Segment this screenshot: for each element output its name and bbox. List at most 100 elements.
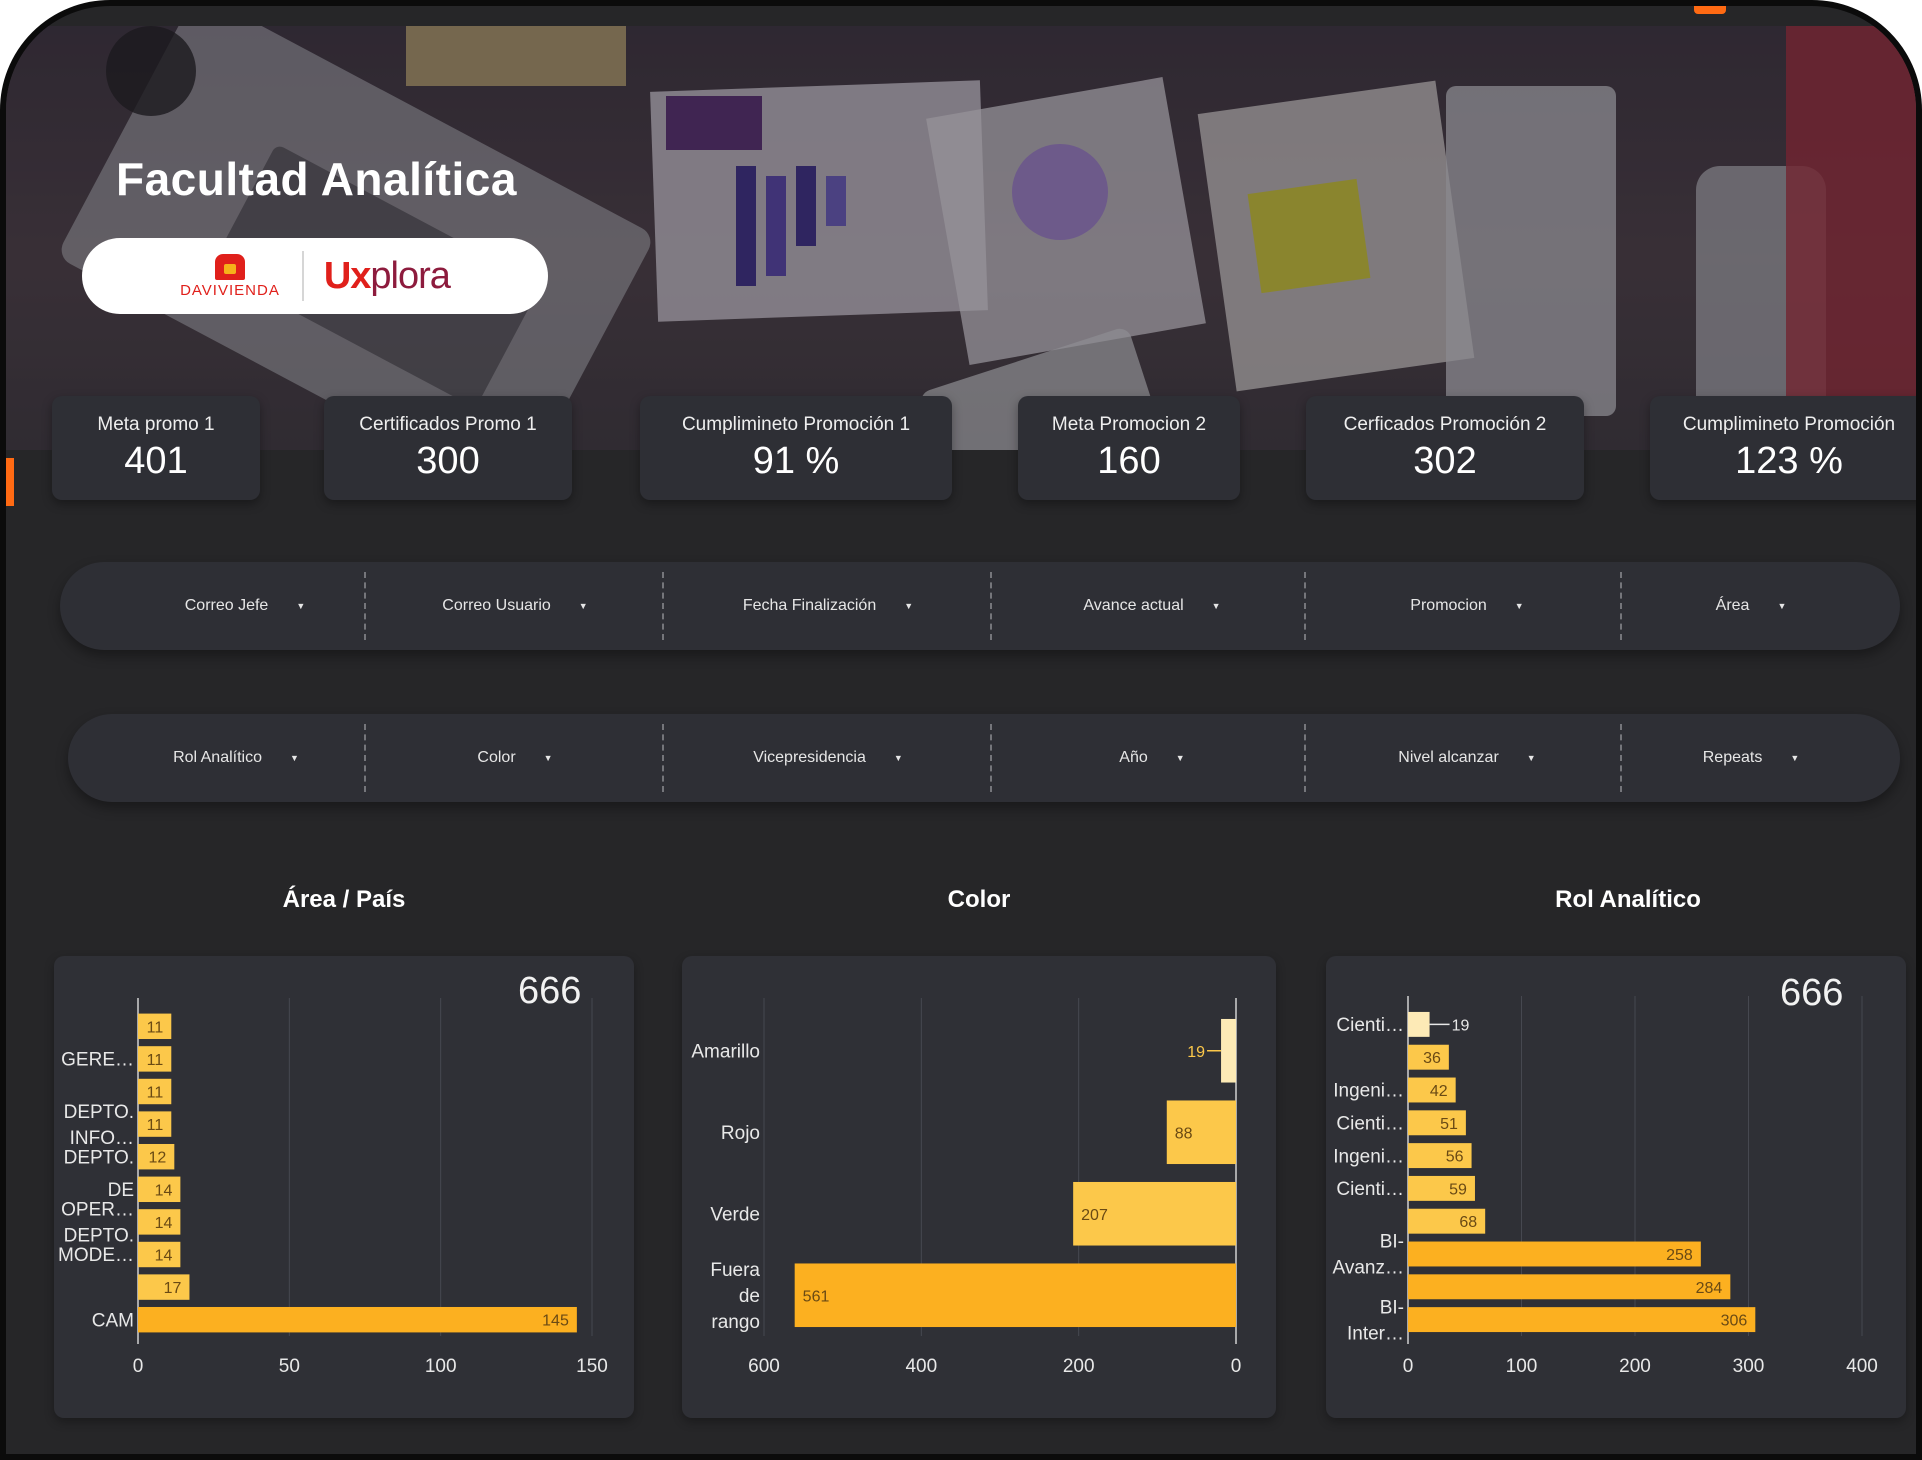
filter-label: Correo Usuario bbox=[442, 597, 551, 614]
filter-rol-analitico[interactable]: Rol Analítico ▼ bbox=[108, 714, 364, 802]
filter-repeats[interactable]: Repeats ▼ bbox=[1626, 714, 1876, 802]
caret-down-icon: ▼ bbox=[1777, 601, 1787, 611]
x-tick-label: 100 bbox=[1506, 1356, 1538, 1377]
bar bbox=[1221, 1018, 1236, 1083]
kpi-meta-promocion-2: Meta Promocion 2 160 bbox=[1018, 396, 1240, 500]
bar bbox=[138, 1209, 181, 1235]
data-label: 11 bbox=[147, 1052, 164, 1069]
filter-label: Nivel alcanzar bbox=[1398, 749, 1499, 766]
filter-area[interactable]: Área ▼ bbox=[1626, 562, 1876, 650]
kpi-value: 401 bbox=[124, 439, 188, 482]
bar bbox=[1408, 1307, 1756, 1333]
filter-divider bbox=[1620, 724, 1622, 792]
category-label: Amarillo bbox=[691, 1041, 760, 1062]
data-label: 207 bbox=[1081, 1207, 1108, 1224]
kpi-value: 91 % bbox=[752, 439, 840, 482]
chart-title-area-pais: Área / País bbox=[282, 886, 406, 913]
filter-bar-1: Correo Jefe ▼ Correo Usuario ▼ Fecha Final… bbox=[60, 562, 1900, 650]
filter-nivel-alcanzar[interactable]: Nivel alcanzar ▼ bbox=[1310, 714, 1624, 802]
filter-anio[interactable]: Año ▼ bbox=[996, 714, 1308, 802]
x-tick-label: 50 bbox=[279, 1356, 300, 1377]
x-tick-label: 400 bbox=[1846, 1356, 1878, 1377]
data-label: 11 bbox=[147, 1085, 164, 1102]
bar bbox=[138, 1013, 172, 1040]
category-label: Ingeni… bbox=[1333, 1146, 1404, 1167]
x-tick-label: 300 bbox=[1733, 1356, 1765, 1377]
bar bbox=[138, 1143, 175, 1170]
category-label: OPER… DEPTO. bbox=[61, 1200, 134, 1247]
category-label: GERE… bbox=[61, 1050, 134, 1071]
kpi-certificados-promocion-2: Cerficados Promoción 2 302 bbox=[1306, 396, 1584, 500]
coffee-cup-image bbox=[106, 26, 196, 116]
filter-label: Año bbox=[1119, 749, 1148, 766]
bar bbox=[1408, 1274, 1731, 1300]
chart-card-area-pais: 0 50 100 150 11 11 GERE… 11 11 DEPTO. INFO… 12 DEPTO… bbox=[54, 956, 634, 1418]
filter-label: Área bbox=[1715, 597, 1750, 614]
report-bars-image bbox=[826, 176, 846, 226]
filter-correo-usuario[interactable]: Correo Usuario ▼ bbox=[370, 562, 660, 650]
category-label: BI-Avanz… bbox=[1333, 1232, 1404, 1279]
filter-divider bbox=[1304, 724, 1306, 792]
chart-title-color: Color bbox=[947, 886, 1011, 913]
bar bbox=[138, 1046, 172, 1072]
data-label: 561 bbox=[803, 1288, 830, 1305]
kpi-label: Cerficados Promoción 2 bbox=[1343, 413, 1547, 435]
bar bbox=[1408, 1077, 1456, 1103]
kpi-value: 302 bbox=[1413, 439, 1477, 482]
caret-down-icon: ▼ bbox=[904, 601, 914, 611]
notebook-image bbox=[406, 26, 626, 86]
bar bbox=[138, 1078, 172, 1105]
data-label: 59 bbox=[1449, 1181, 1467, 1198]
chart-card-color: 600 400 200 0 19 Amarillo 88 Rojo 207 Verde 561 Fue… bbox=[682, 956, 1276, 1418]
bar bbox=[138, 1241, 181, 1268]
kpi-value: 300 bbox=[416, 439, 480, 482]
category-label: Ingeni… bbox=[1333, 1081, 1404, 1102]
kpi-label: Certificados Promo 1 bbox=[359, 413, 537, 435]
house-icon bbox=[214, 253, 245, 280]
category-label: Cienti… bbox=[1336, 1179, 1404, 1200]
uxplora-rest: plora bbox=[370, 254, 450, 297]
data-label: 88 bbox=[1175, 1125, 1193, 1142]
category-label: Cienti… bbox=[1336, 1015, 1404, 1036]
davivienda-wordmark: DAVIVIENDA bbox=[180, 281, 280, 299]
bar bbox=[1408, 1110, 1466, 1136]
bar bbox=[794, 1263, 1236, 1328]
x-tick-label: 200 bbox=[1063, 1356, 1095, 1377]
x-tick-label: 0 bbox=[133, 1356, 144, 1377]
filter-color[interactable]: Color ▼ bbox=[370, 714, 660, 802]
x-tick-label: 0 bbox=[1231, 1356, 1242, 1377]
filter-fecha-finalizacion[interactable]: Fecha Finalización ▼ bbox=[668, 562, 988, 650]
data-label: 19 bbox=[1452, 1017, 1470, 1034]
filter-label: Vicepresidencia bbox=[753, 749, 866, 766]
kpi-label: Meta Promocion 2 bbox=[1051, 413, 1207, 435]
accent-marker bbox=[1694, 6, 1726, 14]
chart-area-pais: 0 50 100 150 11 11 GERE… 11 11 DEPTO. INFO… 12 DEPTO… bbox=[58, 998, 608, 1377]
filter-label: Fecha Finalización bbox=[742, 597, 877, 614]
bar bbox=[1408, 1011, 1430, 1037]
filter-divider bbox=[364, 572, 366, 640]
filter-avance-actual[interactable]: Avance actual ▼ bbox=[996, 562, 1308, 650]
filter-correo-jefe[interactable]: Correo Jefe ▼ bbox=[120, 562, 370, 650]
filter-vicepresidencia[interactable]: Vicepresidencia ▼ bbox=[668, 714, 988, 802]
davivienda-logo: DAVIVIENDA bbox=[180, 253, 280, 299]
data-label: 42 bbox=[1430, 1083, 1448, 1100]
filter-divider bbox=[662, 724, 664, 792]
kpi-cumplimiento-promocion-2: Cumplimineto Promoción 123 % bbox=[1650, 396, 1916, 500]
logo-divider bbox=[301, 251, 304, 301]
bar bbox=[1408, 1175, 1475, 1201]
bar bbox=[1408, 1044, 1449, 1070]
data-label: 56 bbox=[1446, 1149, 1464, 1166]
filter-promocion[interactable]: Promocion ▼ bbox=[1310, 562, 1624, 650]
filter-divider bbox=[364, 724, 366, 792]
filter-label: Promocion bbox=[1410, 597, 1487, 614]
filter-label: Rol Analítico bbox=[173, 749, 262, 766]
caret-down-icon: ▼ bbox=[1211, 601, 1221, 611]
data-label: 19 bbox=[1187, 1044, 1205, 1061]
bar bbox=[138, 1176, 181, 1203]
caret-down-icon: ▼ bbox=[1526, 753, 1536, 763]
filter-divider bbox=[990, 724, 992, 792]
caret-down-icon: ▼ bbox=[296, 601, 306, 611]
kpi-meta-promo-1: Meta promo 1 401 bbox=[52, 396, 260, 500]
filter-label: Color bbox=[477, 749, 516, 766]
x-tick-label: 400 bbox=[905, 1356, 937, 1377]
